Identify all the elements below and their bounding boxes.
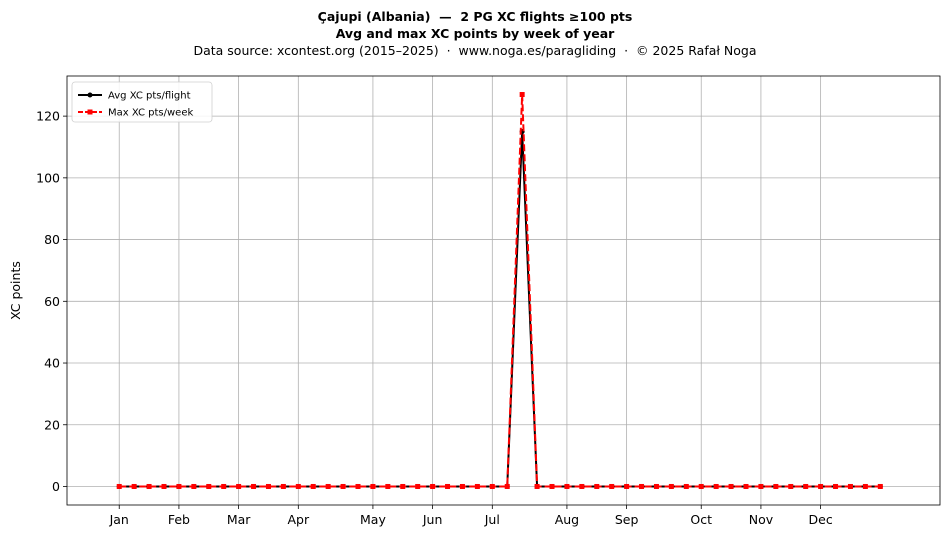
data-point — [653, 483, 659, 489]
data-point — [549, 483, 555, 489]
data-point — [847, 483, 853, 489]
x-tick-label: Apr — [287, 512, 309, 527]
data-point — [370, 483, 376, 489]
data-point — [191, 483, 197, 489]
data-point — [609, 483, 615, 489]
grid-lines — [67, 76, 940, 505]
data-point — [340, 483, 346, 489]
data-point — [116, 483, 122, 489]
x-tick-label: Mar — [227, 512, 251, 527]
x-tick-label: Sep — [615, 512, 639, 527]
chart-source-line: Data source: xcontest.org (2015–2025) · … — [193, 43, 757, 58]
y-tick-label: 100 — [36, 170, 60, 185]
data-point — [221, 483, 227, 489]
data-point — [325, 483, 331, 489]
data-point — [773, 483, 779, 489]
data-point — [788, 483, 794, 489]
y-tick-label: 40 — [44, 356, 60, 371]
x-tick-label: Dec — [809, 512, 833, 527]
data-point — [534, 483, 540, 489]
data-point — [176, 483, 182, 489]
x-tick-label: Jul — [484, 512, 500, 527]
y-axis-label: XC points — [8, 261, 23, 320]
series-line — [119, 93, 881, 488]
data-point — [624, 483, 630, 489]
data-point — [743, 483, 749, 489]
x-tick-label: May — [360, 512, 386, 527]
legend-label: Max XC pts/week — [108, 108, 193, 119]
data-point — [758, 483, 764, 489]
data-point — [833, 483, 839, 489]
data-point — [430, 483, 436, 489]
data-point — [639, 483, 645, 489]
chart-subtitle: Avg and max XC points by week of year — [335, 26, 615, 41]
chart-titles: Çajupi (Albania) — 2 PG XC flights ≥100 … — [0, 8, 950, 60]
y-tick-label: 20 — [44, 417, 60, 432]
x-tick-label: Oct — [690, 512, 712, 527]
data-point — [803, 483, 809, 489]
data-point — [489, 483, 495, 489]
data-point — [310, 483, 316, 489]
data-point — [295, 483, 301, 489]
data-point — [251, 483, 257, 489]
chart-title: Çajupi (Albania) — 2 PG XC flights ≥100 … — [317, 9, 633, 24]
series-lines — [116, 92, 883, 489]
x-tick-label: Aug — [555, 512, 579, 527]
y-tick-label: 60 — [44, 294, 60, 309]
data-point — [564, 483, 570, 489]
data-point — [265, 483, 271, 489]
data-point — [683, 483, 689, 489]
data-point — [355, 483, 361, 489]
y-tick-label: 120 — [36, 109, 60, 124]
data-point — [474, 483, 480, 489]
data-point — [131, 483, 137, 489]
legend-label: Avg XC pts/flight — [108, 91, 191, 102]
x-tick-label: Jan — [109, 512, 129, 527]
data-point — [400, 483, 406, 489]
data-point — [206, 483, 212, 489]
data-point — [236, 483, 242, 489]
data-point — [280, 483, 286, 489]
y-tick-label: 80 — [44, 232, 60, 247]
axis-ticks: 0 20 40 60 80 100 120 Jan Feb Mar Apr May Jun Jul Aug S… — [36, 109, 833, 527]
x-tick-label: Nov — [749, 512, 774, 527]
y-tick-label: 0 — [52, 479, 60, 494]
data-point — [385, 483, 391, 489]
data-point — [445, 483, 451, 489]
data-point — [146, 483, 152, 489]
data-point — [818, 483, 824, 489]
data-point — [713, 483, 719, 489]
data-point — [519, 92, 525, 98]
data-point — [579, 483, 585, 489]
data-point — [594, 483, 600, 489]
data-point — [415, 483, 421, 489]
series-line — [119, 130, 881, 488]
data-point — [668, 483, 674, 489]
legend-marker — [87, 109, 93, 115]
data-point — [161, 483, 167, 489]
legend-box — [71, 81, 213, 123]
data-point — [862, 483, 868, 489]
legend-marker — [87, 92, 93, 98]
data-point — [877, 483, 883, 489]
plot-frame — [66, 75, 941, 506]
data-point — [459, 483, 465, 489]
data-point — [698, 483, 704, 489]
legend: Avg XC pts/flight Max XC pts/week — [71, 81, 213, 123]
data-point — [728, 483, 734, 489]
x-tick-label: Jun — [422, 512, 443, 527]
x-tick-label: Feb — [168, 512, 190, 527]
data-point — [504, 483, 510, 489]
